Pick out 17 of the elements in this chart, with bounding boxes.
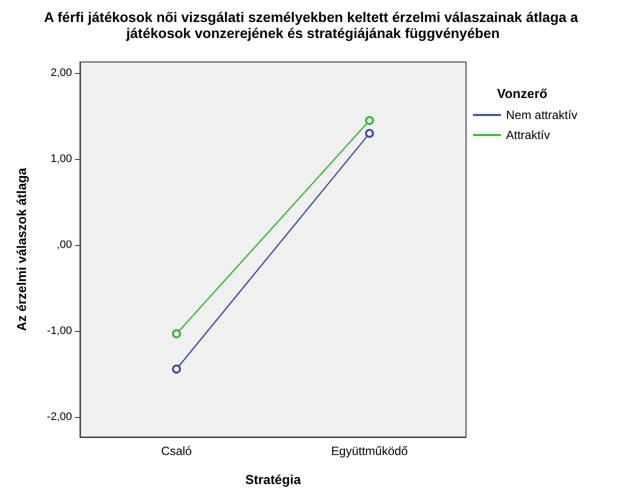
legend-label: Attraktív bbox=[506, 128, 550, 142]
legend-label: Nem attraktív bbox=[506, 108, 578, 122]
y-tick-label: 2,00 bbox=[50, 67, 72, 80]
x-tick-label: Csaló bbox=[161, 444, 192, 458]
point bbox=[172, 364, 181, 374]
y-tick-label: ,00 bbox=[56, 239, 72, 252]
point bbox=[172, 329, 181, 338]
point bbox=[365, 128, 374, 138]
legend-title: Vonzerő bbox=[497, 86, 548, 101]
y-tick-label: -2,00 bbox=[46, 411, 72, 424]
y-tick-label: -1,00 bbox=[46, 325, 72, 338]
point bbox=[365, 116, 374, 125]
x-tick-label: Együttműködő bbox=[331, 444, 408, 458]
y-tick-label: 1,00 bbox=[50, 153, 72, 166]
x-axis-title: Stratégia bbox=[245, 472, 302, 487]
chart-title: A férfi játékosok női vizsgálati személyekben keltett érzelmi válaszainak átlaga a játékosok vonzerejének és stratégiájának függvényében bbox=[44, 9, 582, 41]
y-axis-title: Az érzelmi válaszok átlaga bbox=[14, 167, 29, 332]
